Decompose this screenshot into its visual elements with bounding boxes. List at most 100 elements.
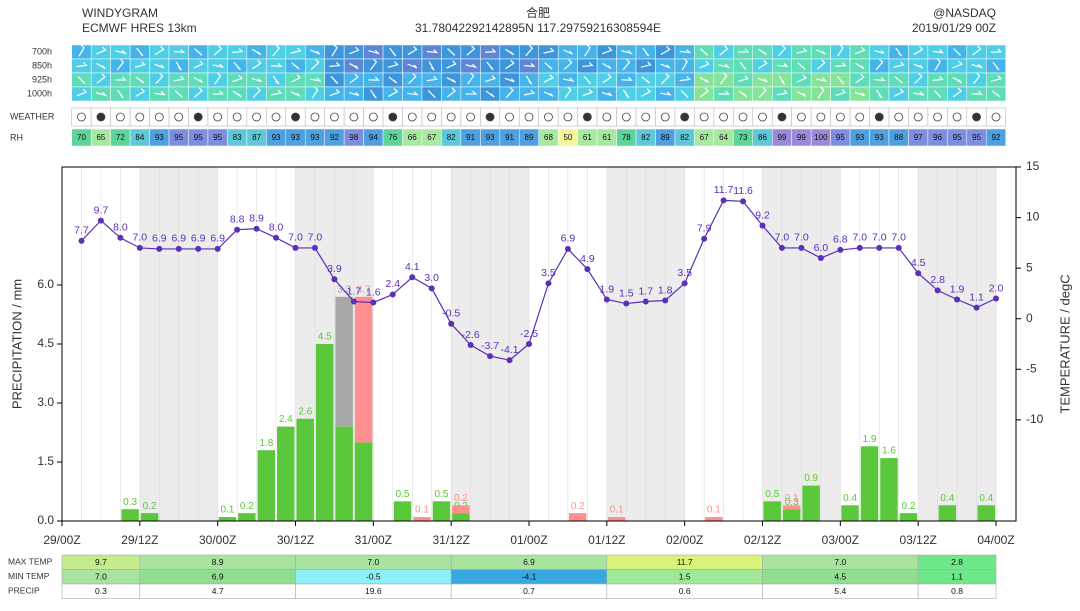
temperature-label: 1.9 bbox=[950, 283, 965, 295]
rh-value: 68 bbox=[544, 133, 553, 142]
precip-bar bbox=[938, 505, 957, 521]
weather-cell bbox=[557, 107, 578, 127]
wind-barb bbox=[836, 75, 845, 85]
rh-value: 86 bbox=[758, 133, 767, 142]
header-source: @NASDAQ bbox=[933, 6, 996, 20]
wind-barb bbox=[291, 62, 300, 70]
weather-cell bbox=[713, 107, 734, 127]
temperature-label: 2.4 bbox=[385, 278, 400, 290]
rh-value: 95 bbox=[174, 133, 183, 142]
wind-barb bbox=[96, 62, 106, 70]
x-tick-label: 30/00Z bbox=[199, 533, 236, 547]
y-tick-label: 1.5 bbox=[37, 454, 54, 468]
wind-barb bbox=[446, 87, 457, 98]
temperature-point bbox=[506, 357, 513, 364]
temperature-point bbox=[409, 274, 416, 281]
temperature-point bbox=[97, 217, 104, 224]
weather-icon bbox=[641, 112, 651, 122]
weather-icon bbox=[660, 112, 670, 122]
wind-barb bbox=[194, 48, 203, 56]
precip-bar bbox=[880, 458, 898, 521]
wind-barb bbox=[563, 59, 573, 70]
summary-value: -0.5 bbox=[366, 571, 381, 581]
temperature-label: 7.0 bbox=[308, 232, 323, 244]
temperature-label: 8.0 bbox=[269, 222, 284, 234]
precip-label: 2.6 bbox=[298, 406, 312, 417]
temperature-point bbox=[837, 246, 844, 253]
y2-tick-label: 0 bbox=[1026, 311, 1033, 325]
wind-barb bbox=[135, 76, 145, 84]
weather-icon bbox=[466, 112, 476, 122]
weather-icon bbox=[835, 112, 845, 122]
wind-barb bbox=[758, 48, 768, 56]
rh-value: 97 bbox=[914, 133, 923, 142]
precip-label: 0.3 bbox=[123, 497, 137, 508]
temperature-point bbox=[234, 226, 241, 233]
weather-icon bbox=[797, 112, 806, 122]
header-place: 合肥 bbox=[526, 5, 550, 20]
wind-barb bbox=[349, 46, 360, 55]
weather-cell bbox=[538, 107, 559, 127]
temperature-label: 11.7 bbox=[714, 184, 734, 196]
weather-cell bbox=[985, 107, 1007, 127]
weather-cell bbox=[655, 107, 676, 127]
weather-icon bbox=[855, 112, 865, 122]
wind-barb bbox=[252, 48, 262, 56]
temperature-point bbox=[915, 270, 922, 277]
temperature-label: 7.0 bbox=[133, 232, 148, 244]
wind-barb bbox=[718, 90, 731, 95]
wind-barb bbox=[602, 62, 612, 70]
rh-value: 67 bbox=[427, 133, 436, 142]
summary-value: 4.5 bbox=[834, 571, 846, 581]
rh-value: 99 bbox=[797, 133, 806, 142]
temperature-label: 9.2 bbox=[755, 209, 770, 221]
wind-barb bbox=[934, 58, 941, 71]
wind-barb bbox=[971, 90, 984, 95]
weather-cell bbox=[635, 107, 656, 127]
wind-barb bbox=[875, 58, 884, 71]
wind-barb bbox=[854, 46, 866, 55]
weather-cell bbox=[363, 107, 384, 127]
weather-icon bbox=[388, 112, 398, 122]
wind-barb bbox=[505, 59, 515, 70]
temperature-point bbox=[195, 245, 202, 252]
precip-label: 0.2 bbox=[571, 501, 585, 512]
weather-icon bbox=[874, 112, 884, 122]
rh-label: RH bbox=[10, 132, 23, 142]
precip-label: 0.5 bbox=[765, 489, 779, 500]
rh-value: 93 bbox=[291, 133, 300, 142]
wind-barb bbox=[584, 44, 591, 57]
weather-cell bbox=[908, 107, 929, 127]
weather-cell bbox=[849, 107, 870, 127]
precip-bar bbox=[354, 296, 373, 443]
temperature-label: 7.0 bbox=[288, 232, 303, 244]
wind-barb bbox=[933, 89, 942, 99]
wind-barb bbox=[601, 46, 613, 55]
header-date: 2019/01/29 00Z bbox=[912, 21, 996, 35]
wind-barb bbox=[368, 76, 380, 81]
wind-barb bbox=[641, 88, 652, 97]
precip-label: 1.6 bbox=[882, 446, 896, 457]
temperature-label: 3.9 bbox=[327, 263, 342, 275]
rh-value: 96 bbox=[933, 133, 942, 142]
summary-value: 2.8 bbox=[951, 557, 963, 567]
wind-barb bbox=[913, 91, 925, 96]
precip-label: 0.3 bbox=[785, 497, 799, 508]
wind-barb bbox=[874, 76, 886, 81]
wind-barb bbox=[426, 75, 438, 82]
wind-barb bbox=[932, 76, 944, 82]
summary-value: 1.1 bbox=[951, 571, 963, 581]
wind-barb bbox=[446, 77, 456, 83]
x-tick-label: 03/00Z bbox=[822, 533, 859, 547]
wind-barb bbox=[992, 61, 1000, 71]
precip-bar bbox=[899, 513, 918, 521]
weather-icon bbox=[582, 112, 592, 122]
rh-value: 70 bbox=[77, 133, 86, 142]
weather-cell bbox=[266, 107, 287, 127]
weather-cell bbox=[752, 107, 773, 127]
wind-barb bbox=[95, 91, 108, 97]
weather-icon bbox=[621, 112, 631, 122]
rh-value: 98 bbox=[349, 133, 358, 142]
wind-barb bbox=[738, 90, 748, 98]
precip-bar bbox=[335, 426, 353, 521]
